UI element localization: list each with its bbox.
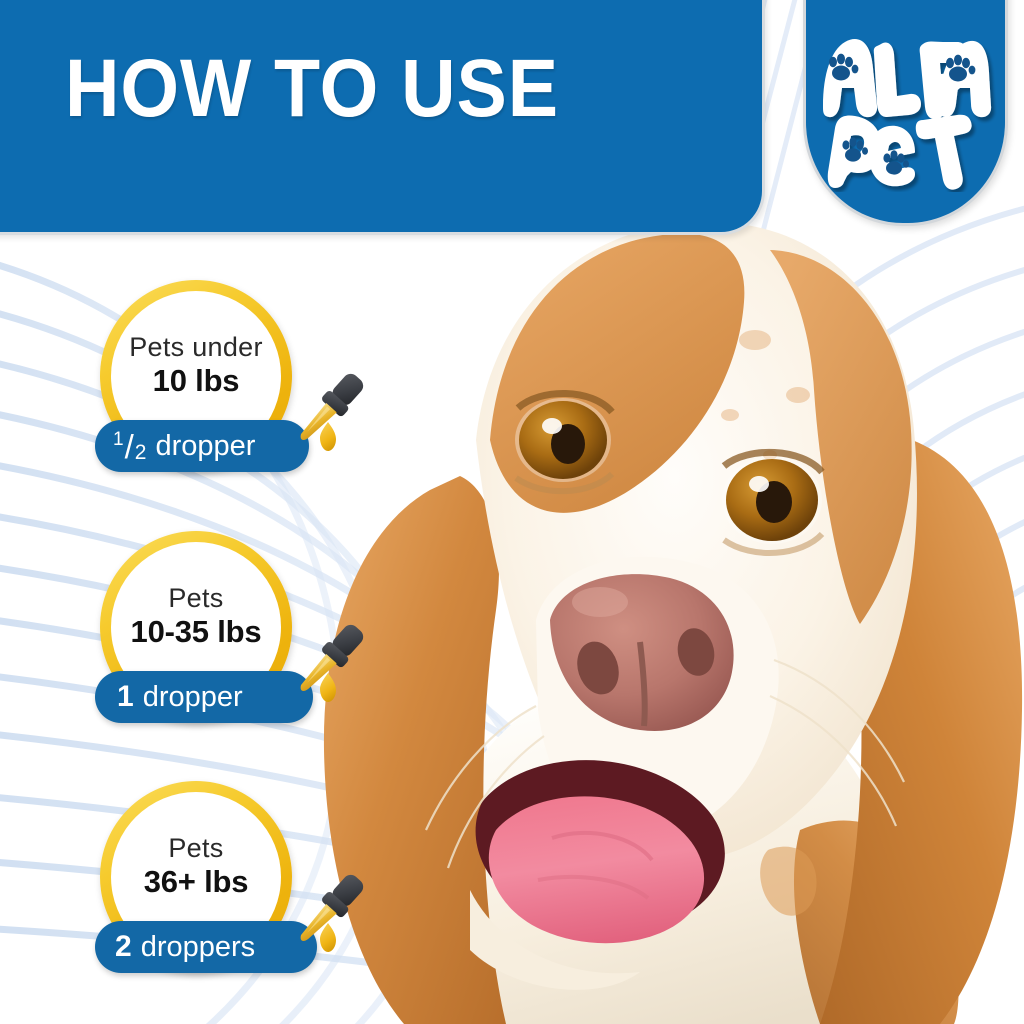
dosage-pill[interactable]: 1/2 dropper xyxy=(95,420,309,472)
badge-text: Pets 10-35 lbs xyxy=(111,583,281,650)
badge-weight-label: Pets xyxy=(168,833,224,863)
dosage-badge[interactable]: Pets 36+ lbs 2 droppers xyxy=(95,781,364,981)
badge-weight-value: 10-35 lbs xyxy=(130,614,262,650)
dose-unit-label: droppers xyxy=(140,930,256,963)
dose-unit-label: dropper xyxy=(142,680,243,713)
dose-amount: 1 xyxy=(117,680,134,713)
paw-print-icon xyxy=(945,54,975,82)
brand-wordmark: ALFA PET xyxy=(806,20,1005,192)
dose-amount: 1/2 xyxy=(113,430,146,463)
badge-text: Pets under 10 lbs xyxy=(111,332,281,399)
fraction-slash: / xyxy=(124,427,134,465)
badge-weight-value: 36+ lbs xyxy=(143,864,249,900)
dose-amount: 2 xyxy=(115,930,132,963)
header-banner: HOW TO USE xyxy=(0,0,765,235)
badge-weight-label: Pets xyxy=(168,583,224,613)
badge-weight-value: 10 lbs xyxy=(152,363,240,399)
badge-weight-label: Pets under xyxy=(129,332,263,362)
dog-photo xyxy=(300,190,1024,1024)
paw-print-icon xyxy=(882,150,909,175)
fraction-denominator: 2 xyxy=(134,440,147,464)
dosage-pill[interactable]: 2 droppers xyxy=(95,921,317,973)
dosage-badge[interactable]: Pets 10-35 lbs 1 dropper xyxy=(95,531,364,731)
alfa-pet-logo-lettering xyxy=(822,39,991,190)
paw-print-icon xyxy=(841,137,868,162)
page-title: HOW TO USE xyxy=(65,43,560,134)
badge-text: Pets 36+ lbs xyxy=(111,833,281,900)
dosage-pill[interactable]: 1 dropper xyxy=(95,671,313,723)
brand-logo-shield[interactable]: ALFA PET xyxy=(803,0,1008,226)
paw-print-icon xyxy=(828,53,858,81)
dose-unit-label: dropper xyxy=(155,429,256,462)
dosage-badge[interactable]: Pets under 10 lbs xyxy=(95,280,364,480)
fraction-numerator: 1 xyxy=(113,428,124,450)
